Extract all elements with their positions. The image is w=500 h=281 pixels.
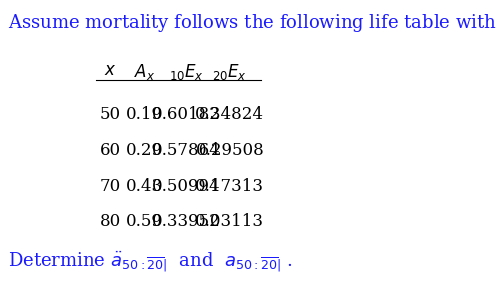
Text: $A_x$: $A_x$ — [134, 62, 155, 82]
Text: 0.34824: 0.34824 — [196, 106, 264, 123]
Text: $_{10}E_x$: $_{10}E_x$ — [169, 62, 204, 82]
Text: 0.03113: 0.03113 — [196, 213, 264, 230]
Text: 80: 80 — [100, 213, 121, 230]
Text: Assume mortality follows the following life table with $i = 0.05$.: Assume mortality follows the following l… — [8, 12, 500, 34]
Text: Determine $\ddot{a}_{50:\overline{20}|}$  and  $a_{50:\overline{20}|}$ .: Determine $\ddot{a}_{50:\overline{20}|}$… — [8, 249, 292, 274]
Text: 0.19: 0.19 — [126, 106, 163, 123]
Text: $_{20}E_x$: $_{20}E_x$ — [212, 62, 248, 82]
Text: 0.29: 0.29 — [126, 142, 163, 159]
Text: 0.17313: 0.17313 — [196, 178, 264, 194]
Text: 70: 70 — [100, 178, 121, 194]
Text: $x$: $x$ — [104, 62, 117, 79]
Text: 0.57864: 0.57864 — [152, 142, 220, 159]
Text: 0.33952: 0.33952 — [152, 213, 220, 230]
Text: 0.50994: 0.50994 — [152, 178, 220, 194]
Text: 0.60182: 0.60182 — [152, 106, 220, 123]
Text: 0.43: 0.43 — [126, 178, 163, 194]
Text: 0.29508: 0.29508 — [196, 142, 264, 159]
Text: 50: 50 — [100, 106, 120, 123]
Text: 0.59: 0.59 — [126, 213, 163, 230]
Text: 60: 60 — [100, 142, 120, 159]
